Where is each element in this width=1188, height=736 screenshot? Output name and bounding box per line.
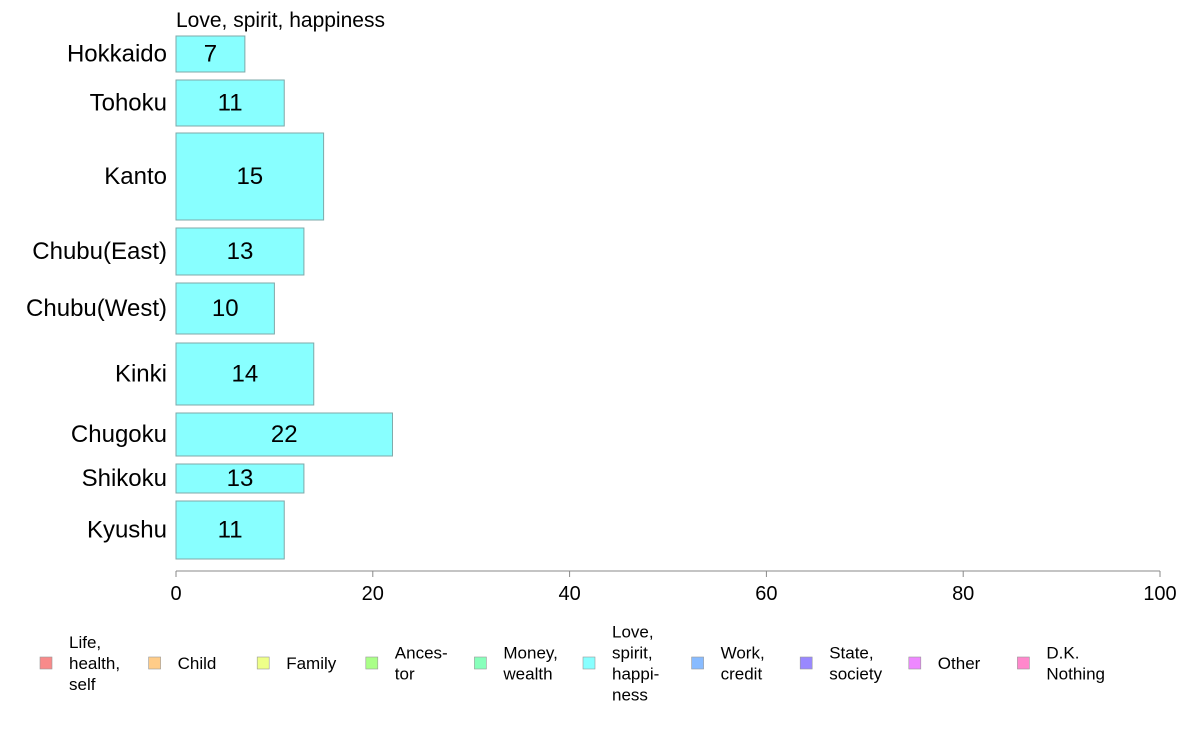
legend-swatch [256,656,270,670]
legend-label: Family [286,654,337,673]
category-label: Hokkaido [67,41,167,68]
value-label: 14 [232,361,259,388]
category-label: Tohoku [90,90,167,117]
category-label: Chugoku [71,421,167,448]
value-label: 15 [236,163,263,190]
x-tick-label: 20 [362,583,384,605]
x-axis: 0 20 40 60 80 100 [170,570,1177,605]
legend-swatch [365,656,379,670]
bar-1 [175,79,285,127]
bar-3 [175,227,305,276]
legend-swatch [39,656,53,670]
legend-label: Life, health, self [69,633,120,694]
bar-6 [175,412,393,457]
panel-title: Love, spirit, happiness [176,9,385,32]
x-tick-label: 80 [952,583,974,605]
category-label: Kanto [104,163,167,190]
x-tick-label: 0 [170,583,181,605]
value-label: 22 [271,421,298,448]
legend-swatch [148,656,161,670]
bar-7 [175,463,305,494]
value-label: 11 [218,90,243,117]
value-label: 10 [212,295,239,322]
bars-group: Hokkaido 7 Tohoku 11 Kanto 15 Chubu(East) 13 Chu… [26,35,393,560]
legend: Life, health, self Child Family Ances-tor Mone… [39,623,1105,705]
category-label: Shikoku [82,465,167,492]
legend-swatch [691,656,704,670]
category-label: Kyushu [87,517,167,544]
category-label: Chubu(East) [32,238,167,265]
x-tick-label: 100 [1143,583,1176,605]
legend-swatch [582,656,596,670]
value-label: 13 [227,238,254,265]
bar-2 [175,132,325,221]
legend-label: Money, wealth [502,644,558,684]
bar-8 [175,500,285,560]
legend-label: Child [178,654,217,673]
x-tick-label: 40 [558,583,580,605]
legend-label: Love, spirit, happi-ness [612,623,659,705]
bar-0 [175,35,246,73]
legend-swatch [1017,656,1030,670]
value-label: 7 [204,41,217,68]
bar-5 [175,342,315,406]
legend-label: Work, credit [721,644,765,684]
bar-4 [175,282,275,335]
legend-swatch [799,656,813,670]
legend-label: D.K. Nothing [1046,644,1105,684]
category-label: Kinki [115,361,167,388]
value-label: 13 [227,465,254,492]
legend-label: Other [938,654,981,673]
legend-label: Ances-tor [395,644,448,684]
legend-label: State, society [829,644,882,684]
legend-swatch [474,656,487,670]
category-label: Chubu(West) [26,295,167,322]
value-label: 11 [218,517,243,544]
x-tick-label: 60 [755,583,777,605]
legend-swatch [908,656,922,670]
